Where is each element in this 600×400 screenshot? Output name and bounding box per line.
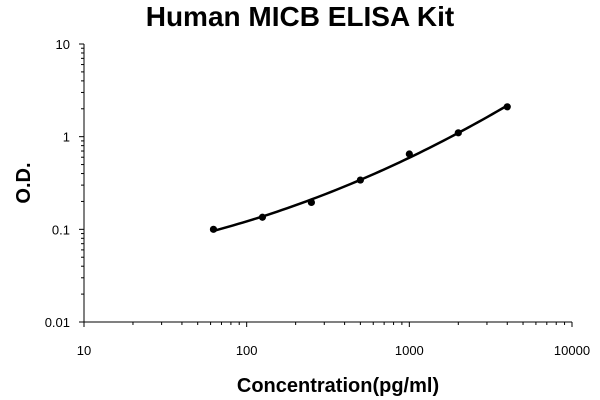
tick-marks (79, 43, 573, 327)
axes (83, 44, 572, 323)
data-point (307, 198, 315, 207)
data-point (258, 213, 267, 221)
y-axis-title: O.D. (13, 162, 35, 203)
y-tick-label: 1 (63, 130, 70, 145)
y-tick-label: 0.1 (52, 222, 70, 237)
tick-labels: 0.01 0.1 1 10 10 100 1000 10000 (45, 37, 590, 358)
data-point (209, 225, 218, 233)
data-points (209, 103, 511, 233)
data-point (356, 176, 364, 184)
data-point (454, 129, 462, 137)
y-tick-label: 0.01 (45, 315, 70, 330)
data-point (503, 103, 511, 111)
x-tick-label: 1000 (395, 343, 424, 358)
chart-title: Human MICB ELISA Kit (145, 1, 455, 32)
x-tick-label: 10 (77, 343, 91, 358)
x-axis-title: Concentration(pg/ml) (237, 375, 439, 397)
x-tick-label: 100 (236, 343, 258, 358)
y-tick-label: 10 (56, 37, 70, 52)
x-tick-label: 10000 (554, 343, 590, 358)
data-point (405, 150, 413, 158)
fit-curve-line (213, 104, 508, 233)
